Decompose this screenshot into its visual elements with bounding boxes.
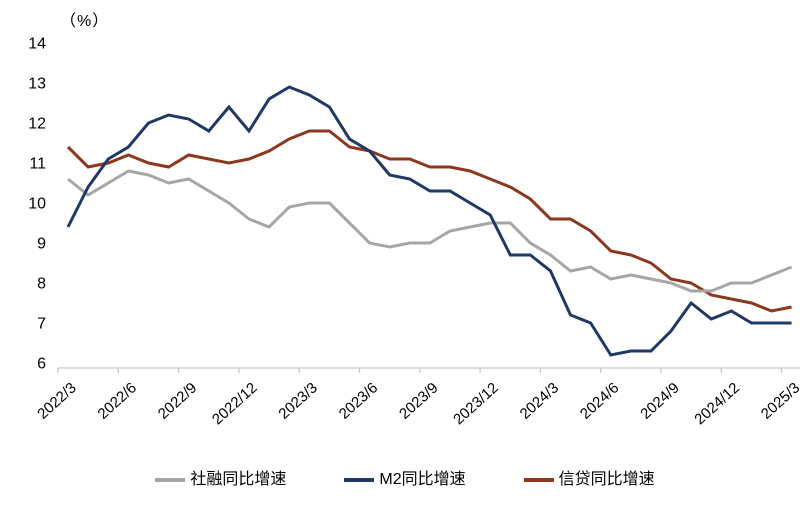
y-tick-label: 12: [28, 116, 46, 133]
legend-label-shehui: 社融同比增速: [190, 471, 287, 488]
legend-label-m2: M2同比增速: [379, 471, 466, 488]
legend-item-m2: M2同比增速: [344, 471, 466, 488]
chart-legend: 社融同比增速 M2同比增速 信贷同比增速: [0, 465, 810, 495]
x-tick-label: 2025/3: [758, 379, 803, 422]
x-axis-labels: 2022/3 2022/6 2022/9 2022/12 2023/3 2023/6 202…: [34, 379, 803, 428]
legend-item-xindai: 信贷同比增速: [523, 471, 655, 488]
y-tick-label: 8: [37, 276, 46, 293]
line-chart: 14 13 12 11 10 9 8 7 6 2022/3 2022/6 2022/9 2022/12…: [28, 36, 803, 429]
x-tick-label: 2024/9: [637, 379, 682, 422]
x-tick-label: 2023/12: [450, 379, 502, 428]
x-tick-label: 2023/9: [396, 379, 441, 422]
y-tick-label: 6: [37, 356, 46, 373]
x-tick-label: 2024/3: [517, 379, 562, 422]
x-tick-label: 2024/12: [691, 379, 743, 428]
y-axis-labels: 14 13 12 11 10 9 8 7 6: [28, 36, 46, 373]
legend-item-shehui: 社融同比增速: [155, 472, 286, 488]
plot-lines: [66, 85, 793, 357]
x-tick-label: 2023/6: [336, 379, 381, 422]
x-tick-label: 2023/3: [275, 379, 320, 422]
y-tick-label: 14: [28, 36, 46, 53]
legend-label-xindai: 信贷同比增速: [558, 471, 655, 488]
y-tick-label: 10: [28, 196, 46, 213]
y-tick-label: 9: [37, 236, 46, 253]
legend-swatch-m2: [344, 478, 375, 482]
x-tick-label: 2022/12: [209, 379, 261, 428]
y-axis-unit-label: （%）: [60, 13, 110, 30]
y-tick-label: 11: [29, 156, 46, 173]
x-tick-label: 2022/9: [155, 379, 200, 422]
series-line-M2同比增速: [66, 85, 792, 357]
legend-swatch-xindai: [523, 478, 554, 482]
x-tick-label: 2022/6: [95, 379, 140, 422]
x-tick-label: 2024/6: [577, 379, 622, 422]
y-tick-label: 7: [37, 316, 46, 333]
legend-swatch-shehui: [155, 478, 186, 482]
series-line-社融同比增速: [67, 169, 793, 293]
x-axis: [57, 367, 800, 373]
series-line-信贷同比增速: [66, 129, 792, 313]
x-tick-label: 2022/3: [34, 379, 79, 422]
y-tick-label: 13: [28, 76, 46, 93]
